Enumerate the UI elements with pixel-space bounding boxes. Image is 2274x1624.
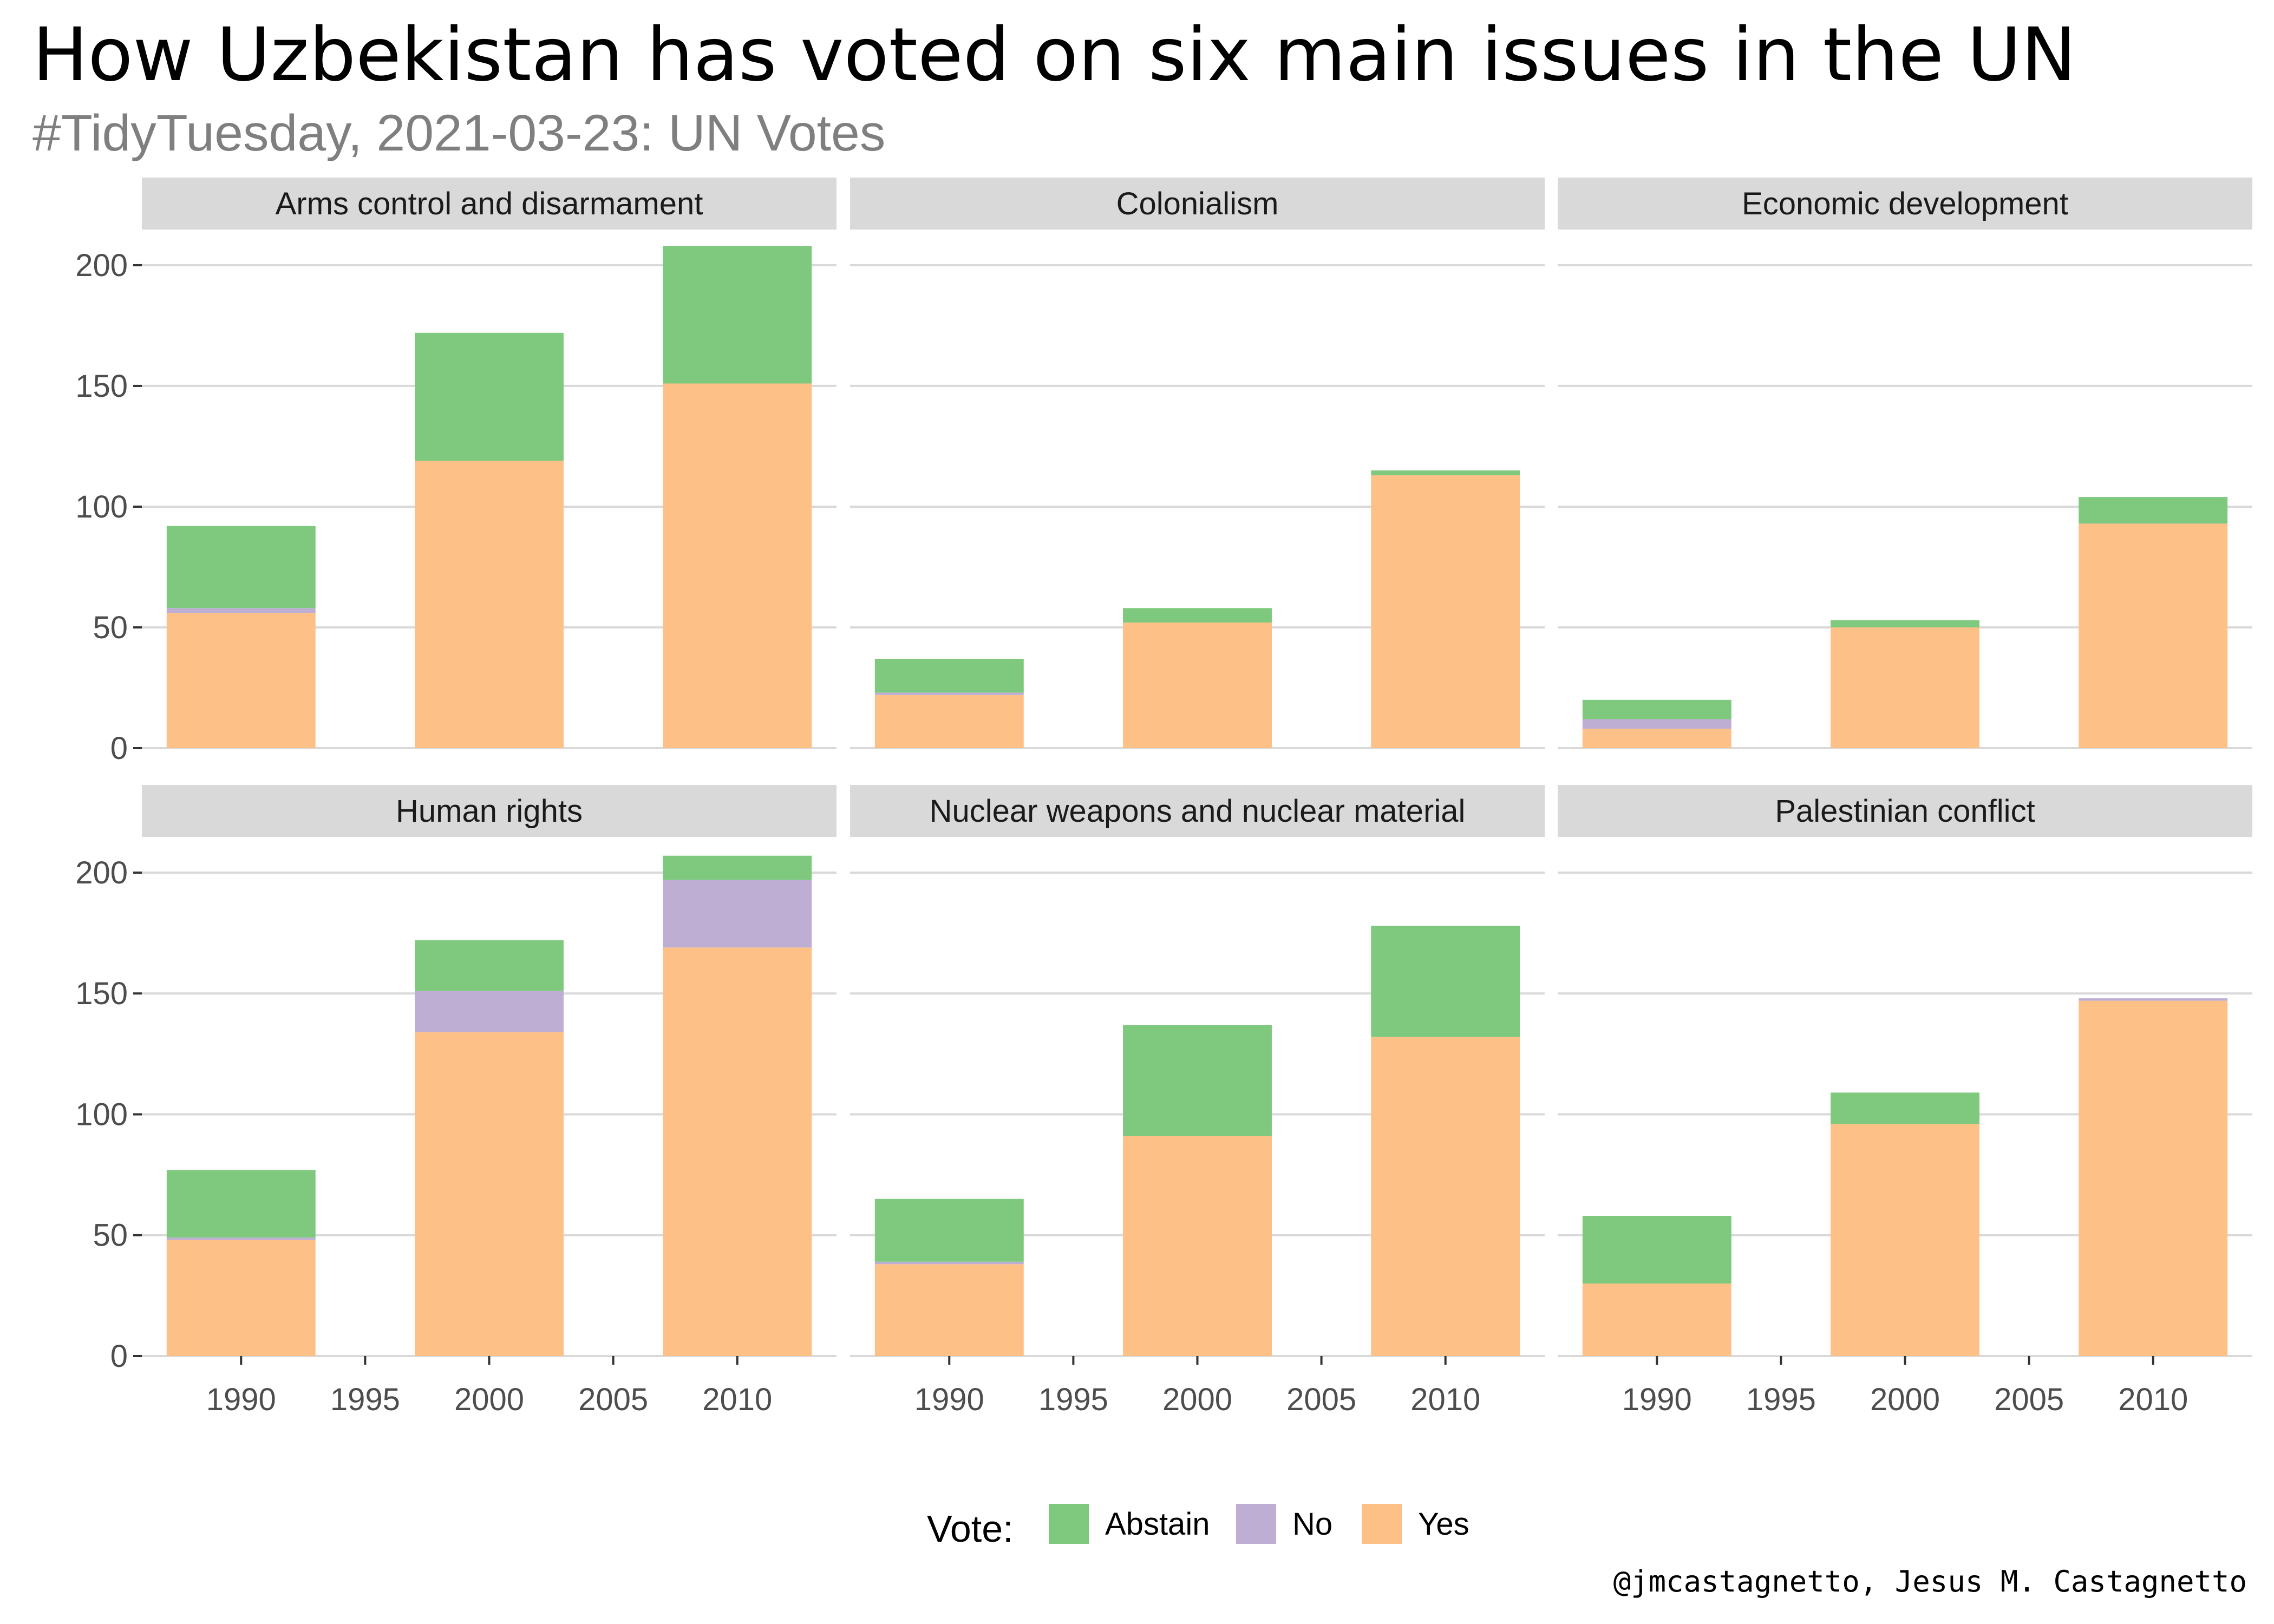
bar-abstain	[166, 1170, 316, 1238]
facet-strip	[142, 785, 837, 837]
x-tick-label: 1990	[1622, 1382, 1692, 1417]
bar-abstain	[663, 855, 812, 880]
chart-caption: @jmcastagnetto, Jesus M. Castagnetto	[1613, 1564, 2247, 1599]
x-tick-label: 2000	[1162, 1382, 1232, 1417]
x-tick-label: 1990	[914, 1382, 984, 1417]
bar-yes	[2079, 1000, 2228, 1356]
facet-strip	[1558, 785, 2252, 837]
x-tick-label: 2000	[1870, 1382, 1940, 1417]
bar-yes	[1582, 729, 1731, 748]
y-tick-label: 200	[75, 855, 128, 890]
bar-abstain	[1582, 1216, 1731, 1284]
bar-yes	[1123, 623, 1272, 748]
facet-strip	[850, 785, 1545, 837]
x-tick-label: 2010	[2118, 1382, 2188, 1417]
y-tick-label: 0	[110, 731, 128, 766]
y-tick-label: 0	[110, 1339, 128, 1374]
facet-label: Human rights	[396, 794, 583, 829]
bar-yes	[874, 1264, 1024, 1356]
bar-yes	[1123, 1136, 1272, 1356]
bar-yes	[1582, 1284, 1731, 1356]
bar-no	[874, 1261, 1024, 1265]
facet-label: Nuclear weapons and nuclear material	[930, 794, 1466, 829]
x-tick-label: 2010	[1410, 1382, 1480, 1417]
bar-no	[166, 608, 316, 613]
bar-abstain	[874, 658, 1024, 693]
bar-abstain	[1123, 608, 1272, 623]
facet-panel: Human rights 0 50 100 150 200 1990 1995 2000 2005…	[75, 785, 837, 1417]
facet-label: Colonialism	[1116, 186, 1279, 221]
legend-key-yes	[1362, 1504, 1402, 1544]
x-tick-label: 1995	[1038, 1382, 1108, 1417]
legend-label: Yes	[1418, 1507, 1469, 1542]
bar-abstain	[1831, 620, 1979, 627]
chart-title: How Uzbekistan has voted on six main iss…	[32, 12, 2076, 98]
bar-no	[663, 880, 812, 948]
y-tick-label: 50	[93, 1218, 128, 1253]
legend-title: Vote:	[927, 1508, 1014, 1550]
bar-no	[166, 1237, 316, 1240]
bar-yes	[874, 695, 1024, 748]
legend: Vote: Abstain No Yes	[927, 1504, 1469, 1550]
x-tick-label: 2010	[702, 1382, 772, 1417]
bar-abstain	[166, 526, 316, 608]
facet-panels: Arms control and disarmament 0 50 100 150 200…	[75, 178, 2252, 1417]
x-tick-label: 1995	[1746, 1382, 1816, 1417]
y-tick-label: 100	[75, 1097, 128, 1132]
bar-yes	[415, 1032, 564, 1356]
bar-yes	[1831, 627, 1979, 748]
facet-label: Palestinian conflict	[1775, 794, 2035, 829]
y-tick-label: 200	[75, 248, 128, 283]
bar-no	[2079, 998, 2228, 1001]
facet-panel: Palestinian conflict 1990 1995 2000 2005 2010	[1558, 785, 2252, 1417]
bar-yes	[1371, 475, 1520, 748]
x-tick-label: 2000	[454, 1382, 524, 1417]
y-tick-label: 100	[75, 489, 128, 525]
facet-strip	[1558, 178, 2252, 230]
legend-key-abstain	[1049, 1504, 1089, 1544]
facet-label: Arms control and disarmament	[276, 186, 703, 221]
bar-abstain	[1582, 699, 1731, 719]
bar-abstain	[1371, 470, 1520, 475]
bar-abstain	[415, 940, 564, 991]
bar-yes	[166, 613, 316, 748]
y-tick-label: 50	[93, 610, 128, 645]
bar-yes	[663, 947, 812, 1356]
bar-yes	[2079, 523, 2228, 748]
bar-yes	[166, 1240, 316, 1356]
bar-abstain	[1831, 1092, 1979, 1124]
x-tick-label: 1990	[206, 1382, 276, 1417]
bar-no	[415, 991, 564, 1032]
facet-panel: Nuclear weapons and nuclear material 1990…	[850, 785, 1545, 1417]
y-tick-label: 150	[75, 976, 128, 1011]
bar-abstain	[415, 332, 564, 461]
x-tick-label: 2005	[1286, 1382, 1356, 1417]
facet-strip	[850, 178, 1545, 230]
bar-abstain	[1371, 926, 1520, 1037]
bar-abstain	[663, 246, 812, 384]
x-tick-label: 1995	[330, 1382, 400, 1417]
legend-label: No	[1292, 1507, 1332, 1542]
facet-label: Economic development	[1742, 186, 2068, 221]
bar-yes	[1831, 1124, 1979, 1356]
facet-strip	[142, 178, 837, 230]
facet-panel: Economic development	[1558, 178, 2252, 749]
bar-yes	[415, 461, 564, 748]
legend-key-no	[1236, 1504, 1276, 1544]
legend-label: Abstain	[1105, 1507, 1210, 1542]
x-tick-label: 2005	[578, 1382, 648, 1417]
bar-no	[1582, 719, 1731, 729]
facet-panel: Colonialism	[850, 178, 1545, 749]
y-tick-label: 150	[75, 369, 128, 404]
bar-abstain	[2079, 497, 2228, 524]
facet-panel: Arms control and disarmament 0 50 100 150 200	[75, 178, 837, 766]
x-tick-label: 2005	[1994, 1382, 2064, 1417]
bar-abstain	[1123, 1025, 1272, 1136]
bar-yes	[663, 383, 812, 748]
chart-subtitle: #TidyTuesday, 2021-03-23: UN Votes	[32, 104, 885, 162]
bar-yes	[1371, 1037, 1520, 1356]
bar-abstain	[874, 1199, 1024, 1262]
bar-no	[874, 692, 1024, 695]
